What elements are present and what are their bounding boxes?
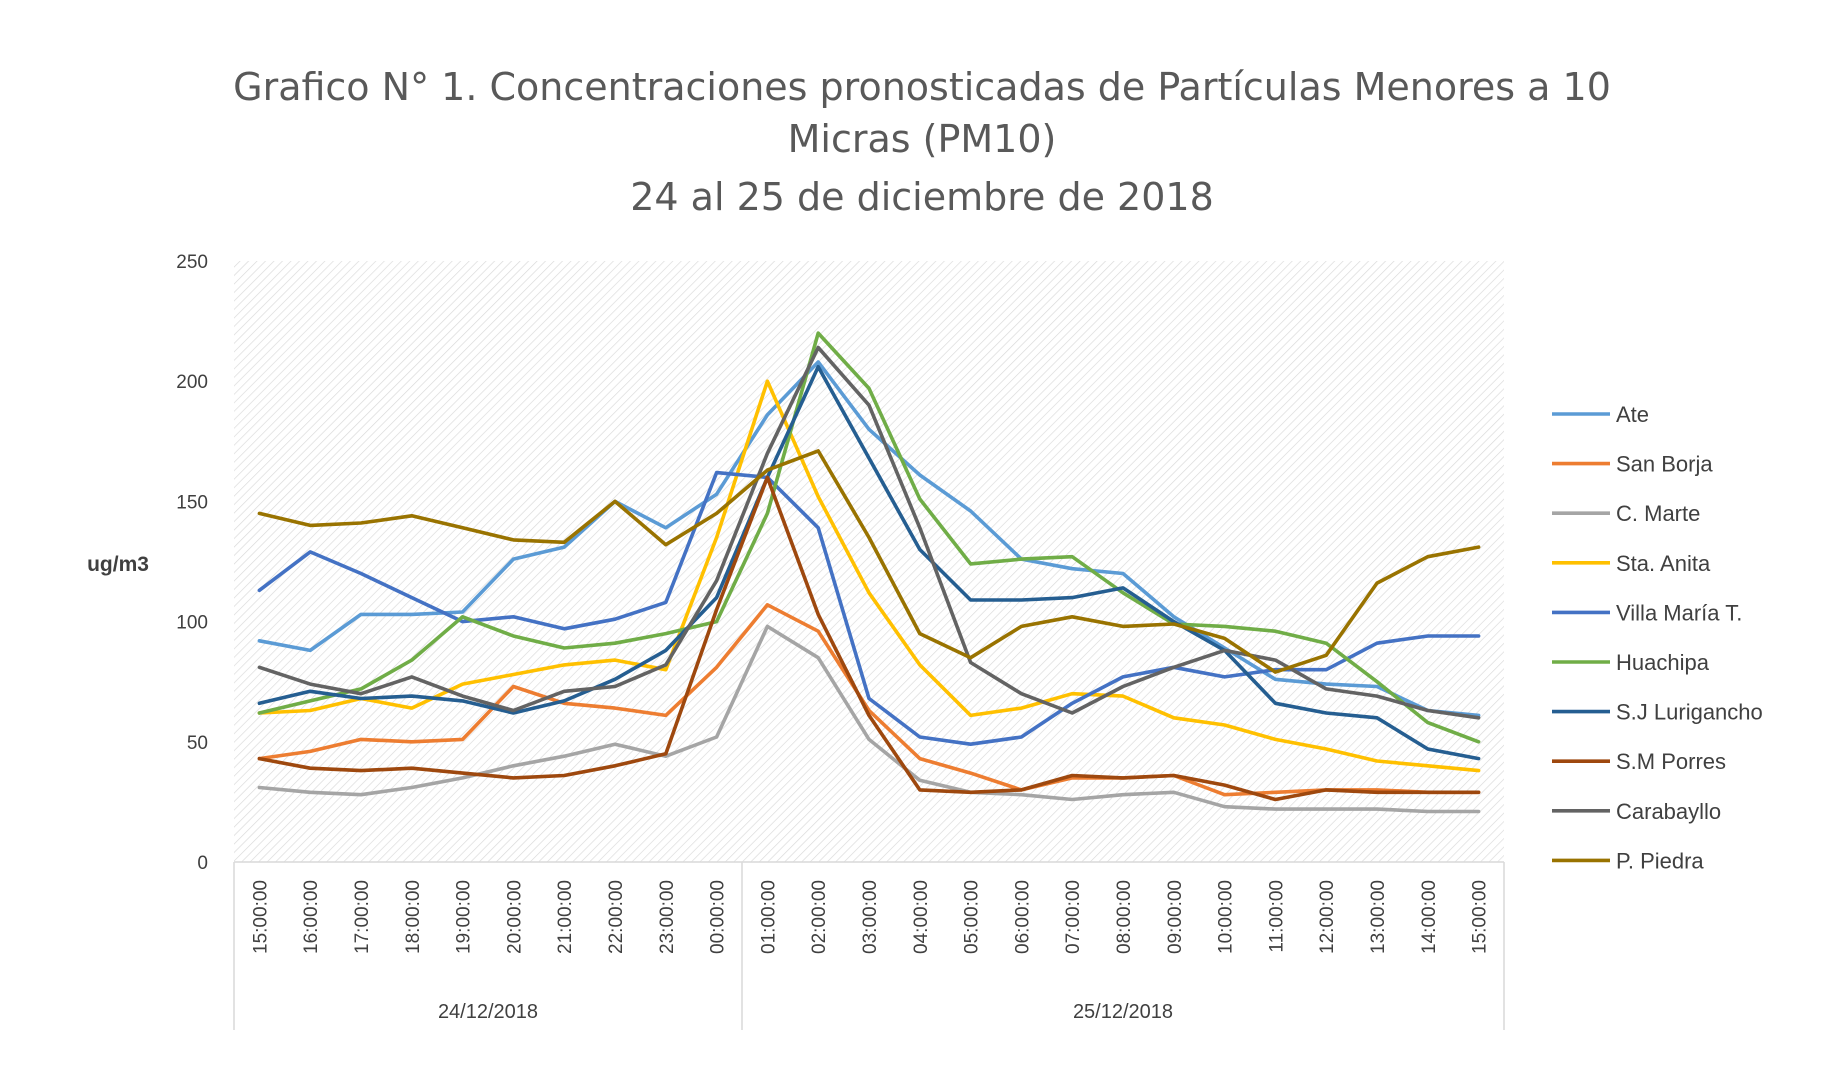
x-tick-label: 04:00:00: [911, 880, 932, 954]
x-tick-label: 11:00:00: [1266, 880, 1287, 953]
x-tick-label: 08:00:00: [1114, 880, 1135, 954]
chart-title: Grafico N° 1. Concentraciones pronostica…: [233, 65, 1611, 219]
series-line-huachipa: [257, 331, 1481, 744]
x-tick-label: 23:00:00: [657, 880, 678, 954]
x-tick-label: 22:00:00: [606, 880, 627, 954]
y-tick-label: 100: [176, 613, 208, 634]
legend-label: S.J Lurigancho: [1616, 700, 1763, 725]
legend-label: P. Piedra: [1616, 848, 1704, 873]
legend-label: San Borja: [1616, 452, 1713, 477]
legend-label: Carabayllo: [1616, 799, 1721, 824]
x-tick-label: 14:00:00: [1419, 880, 1440, 954]
x-tick-label: 19:00:00: [454, 880, 475, 954]
chart-title-line-3: 24 al 25 de diciembre de 2018: [630, 175, 1214, 219]
y-tick-label: 50: [187, 733, 208, 754]
series-line-villa-mar-a-t-: [257, 470, 1481, 747]
plot-area: [234, 261, 1504, 862]
legend-label: Ate: [1616, 402, 1649, 427]
x-tick-label: 16:00:00: [301, 880, 322, 954]
y-axis: 0 50 100 150 200 250: [176, 252, 208, 874]
x-tick-label: 00:00:00: [708, 880, 729, 954]
series-line-s-j-lurigancho: [257, 364, 1481, 761]
x-tick-label: 02:00:00: [809, 880, 830, 954]
series-lines: [257, 331, 1481, 814]
y-tick-label: 200: [176, 372, 208, 393]
chart-title-line-1: Grafico N° 1. Concentraciones pronostica…: [233, 65, 1611, 109]
series-line-c-marte: [257, 624, 1481, 814]
series-line-s-m-porres: [257, 475, 1481, 802]
series-line-carabayllo: [257, 345, 1481, 720]
x-tick-label: 07:00:00: [1063, 880, 1084, 954]
x-axis: 15:00:00 16:00:00 17:00:00 18:00:00 19:00:00…: [233, 861, 1505, 1030]
legend-label: C. Marte: [1616, 501, 1700, 526]
y-tick-label: 150: [176, 492, 208, 513]
chart-title-line-2: Micras (PM10): [788, 117, 1057, 161]
x-tick-label: 03:00:00: [860, 880, 881, 954]
x-tick-label: 12:00:00: [1317, 880, 1338, 954]
y-tick-label: 0: [197, 853, 208, 874]
legend-label: Huachipa: [1616, 650, 1710, 675]
x-tick-label: 15:00:00: [250, 880, 271, 954]
y-axis-label: ug/m3: [87, 553, 149, 576]
legend-label: Villa María T.: [1616, 600, 1742, 625]
x-tick-label: 21:00:00: [555, 880, 576, 954]
series-line-san-borja: [257, 602, 1481, 797]
x-tick-label: 20:00:00: [504, 880, 525, 954]
series-line-ate: [257, 360, 1481, 718]
date-group-label: 25/12/2018: [1073, 1001, 1173, 1023]
x-tick-label: 09:00:00: [1165, 880, 1186, 954]
date-group-label: 24/12/2018: [438, 1001, 538, 1023]
x-tick-label: 10:00:00: [1216, 880, 1237, 954]
series-line-sta-anita: [257, 379, 1481, 773]
x-tick-label: 18:00:00: [403, 880, 424, 954]
x-tick-label: 15:00:00: [1470, 880, 1491, 954]
series-line-p-piedra: [257, 449, 1481, 674]
y-tick-label: 250: [176, 252, 208, 273]
x-tick-label: 13:00:00: [1368, 880, 1389, 954]
x-tick-label: 17:00:00: [352, 880, 373, 954]
x-tick-label: 05:00:00: [962, 880, 983, 954]
legend-label: S.M Porres: [1616, 749, 1726, 774]
x-tick-label: 06:00:00: [1012, 880, 1033, 954]
legend: Ate San Borja C. Marte Sta. Anita Villa Marí…: [1552, 402, 1763, 873]
x-tick-label: 01:00:00: [758, 880, 779, 954]
legend-label: Sta. Anita: [1616, 551, 1711, 576]
